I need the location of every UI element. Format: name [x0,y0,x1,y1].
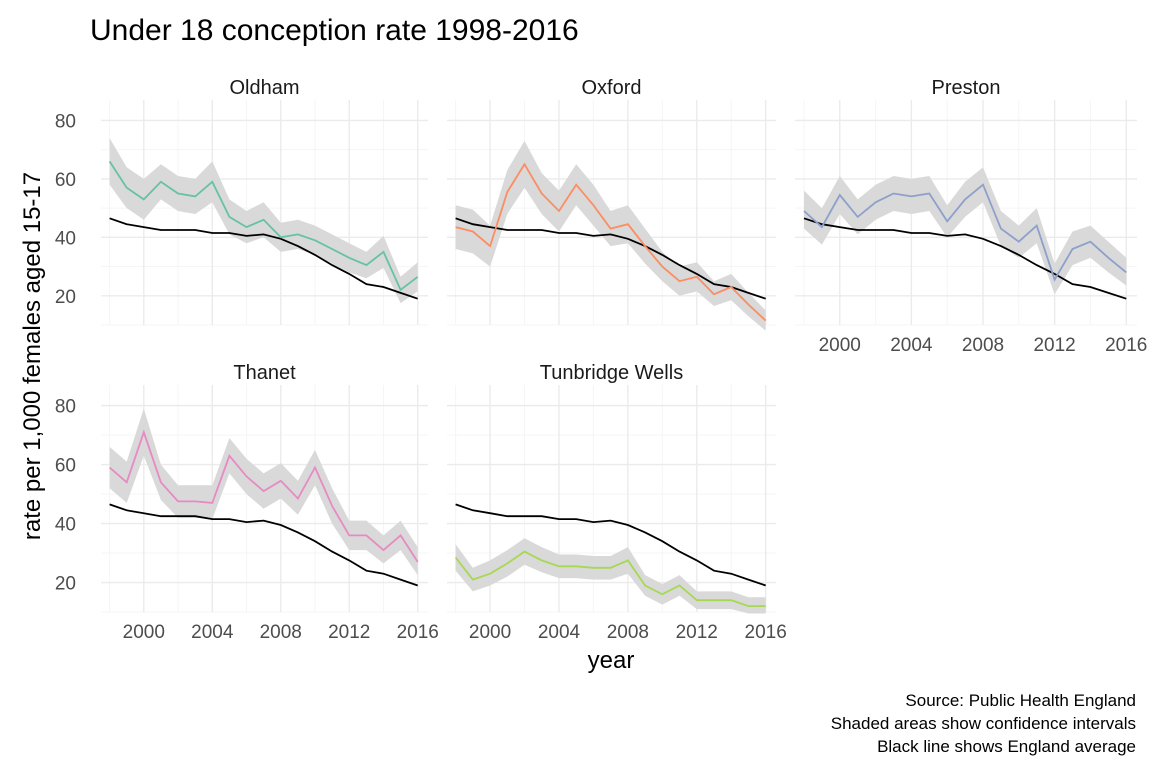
panel-oxford: Oxford [447,77,776,331]
caption-england: Black line shows England average [877,737,1136,756]
facet-label: Tunbridge Wells [540,362,683,384]
confidence-band [455,140,766,331]
panel-oldham: Oldham 20 40 60 80 [55,77,428,326]
x-tick-label: 2016 [1105,335,1147,356]
x-tick-label: 2008 [607,622,649,643]
confidence-band [455,538,766,614]
y-tick-label: 40 [55,228,76,249]
chart-title: Under 18 conception rate 1998-2016 [90,14,579,47]
panel-tunbridge-wells: Tunbridge Wells 2000 2004 2008 2012 2016 [447,362,787,643]
england-average-line [109,217,418,300]
x-tick-label: 2016 [397,622,439,643]
x-tick-label: 2000 [819,335,861,356]
x-tick-label: 2004 [538,622,581,643]
caption-source: Source: Public Health England [905,691,1136,710]
y-tick-label: 80 [55,111,76,132]
y-axis-title: rate per 1,000 females aged 15-17 [19,172,46,540]
x-tick-label: 2016 [745,622,787,643]
facet-label: Oxford [581,77,641,99]
facet-label: Oldham [229,77,299,99]
england-average-line [455,217,766,300]
x-tick-label: 2012 [676,622,718,643]
caption-confidence: Shaded areas show confidence intervals [831,714,1136,733]
x-tick-label: 2004 [890,335,933,356]
england-average-line [455,503,766,587]
x-axis-title: year [588,647,635,674]
series-line [454,550,766,607]
series-line [455,162,767,322]
chart-panels: Oldham 20 40 60 80 Oxford Preston 2000 2004 2008 2… [55,77,1148,643]
y-tick-label: 20 [55,574,76,595]
y-tick-label: 40 [55,515,76,536]
series-line [108,160,419,292]
series-line [109,429,419,563]
x-tick-label: 2012 [328,622,370,643]
x-tick-label: 2000 [469,622,511,643]
y-tick-label: 20 [55,287,76,308]
panel-thanet: Thanet 2000 2004 2008 2012 2016 20 40 60 80 [55,362,439,643]
facet-label: Preston [932,77,1001,99]
facet-label: Thanet [233,362,296,384]
x-tick-label: 2000 [123,622,165,643]
x-tick-label: 2012 [1033,335,1075,356]
x-tick-label: 2008 [962,335,1004,356]
england-average-line [803,217,1127,300]
x-tick-label: 2008 [260,622,302,643]
y-tick-label: 80 [55,397,76,418]
england-average-line [109,503,418,587]
y-tick-label: 60 [55,456,76,477]
x-tick-label: 2004 [191,622,234,643]
y-tick-label: 60 [55,170,76,191]
confidence-band [804,167,1127,295]
panel-preston: Preston 2000 2004 2008 2012 2016 [795,77,1147,356]
series-line [803,183,1127,282]
